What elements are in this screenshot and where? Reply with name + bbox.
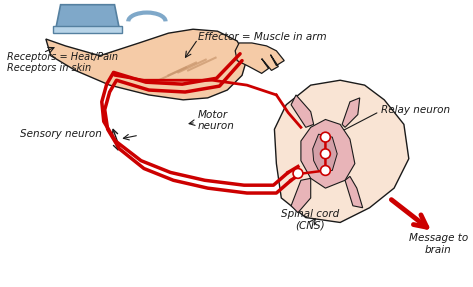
Polygon shape <box>235 43 284 73</box>
Text: Spinal cord
(CNS): Spinal cord (CNS) <box>280 209 339 230</box>
Polygon shape <box>274 80 409 222</box>
Text: Receptors = Heat/Pain
Receptors in skin: Receptors = Heat/Pain Receptors in skin <box>7 52 118 73</box>
Circle shape <box>321 166 330 175</box>
Polygon shape <box>46 29 247 100</box>
Polygon shape <box>291 95 314 127</box>
Polygon shape <box>56 5 120 29</box>
Circle shape <box>321 149 330 159</box>
Polygon shape <box>53 26 123 33</box>
Text: Sensory neuron: Sensory neuron <box>20 129 102 139</box>
Text: Relay neuron: Relay neuron <box>381 105 450 115</box>
Circle shape <box>321 132 330 142</box>
Text: Motor
neuron: Motor neuron <box>198 110 235 131</box>
Polygon shape <box>313 134 337 170</box>
Text: Message to
brain: Message to brain <box>409 233 468 255</box>
Polygon shape <box>301 119 355 188</box>
Polygon shape <box>345 176 363 208</box>
Circle shape <box>293 168 303 178</box>
Text: Effector = Muscle in arm: Effector = Muscle in arm <box>198 32 326 42</box>
Polygon shape <box>291 178 311 213</box>
Polygon shape <box>342 98 360 127</box>
